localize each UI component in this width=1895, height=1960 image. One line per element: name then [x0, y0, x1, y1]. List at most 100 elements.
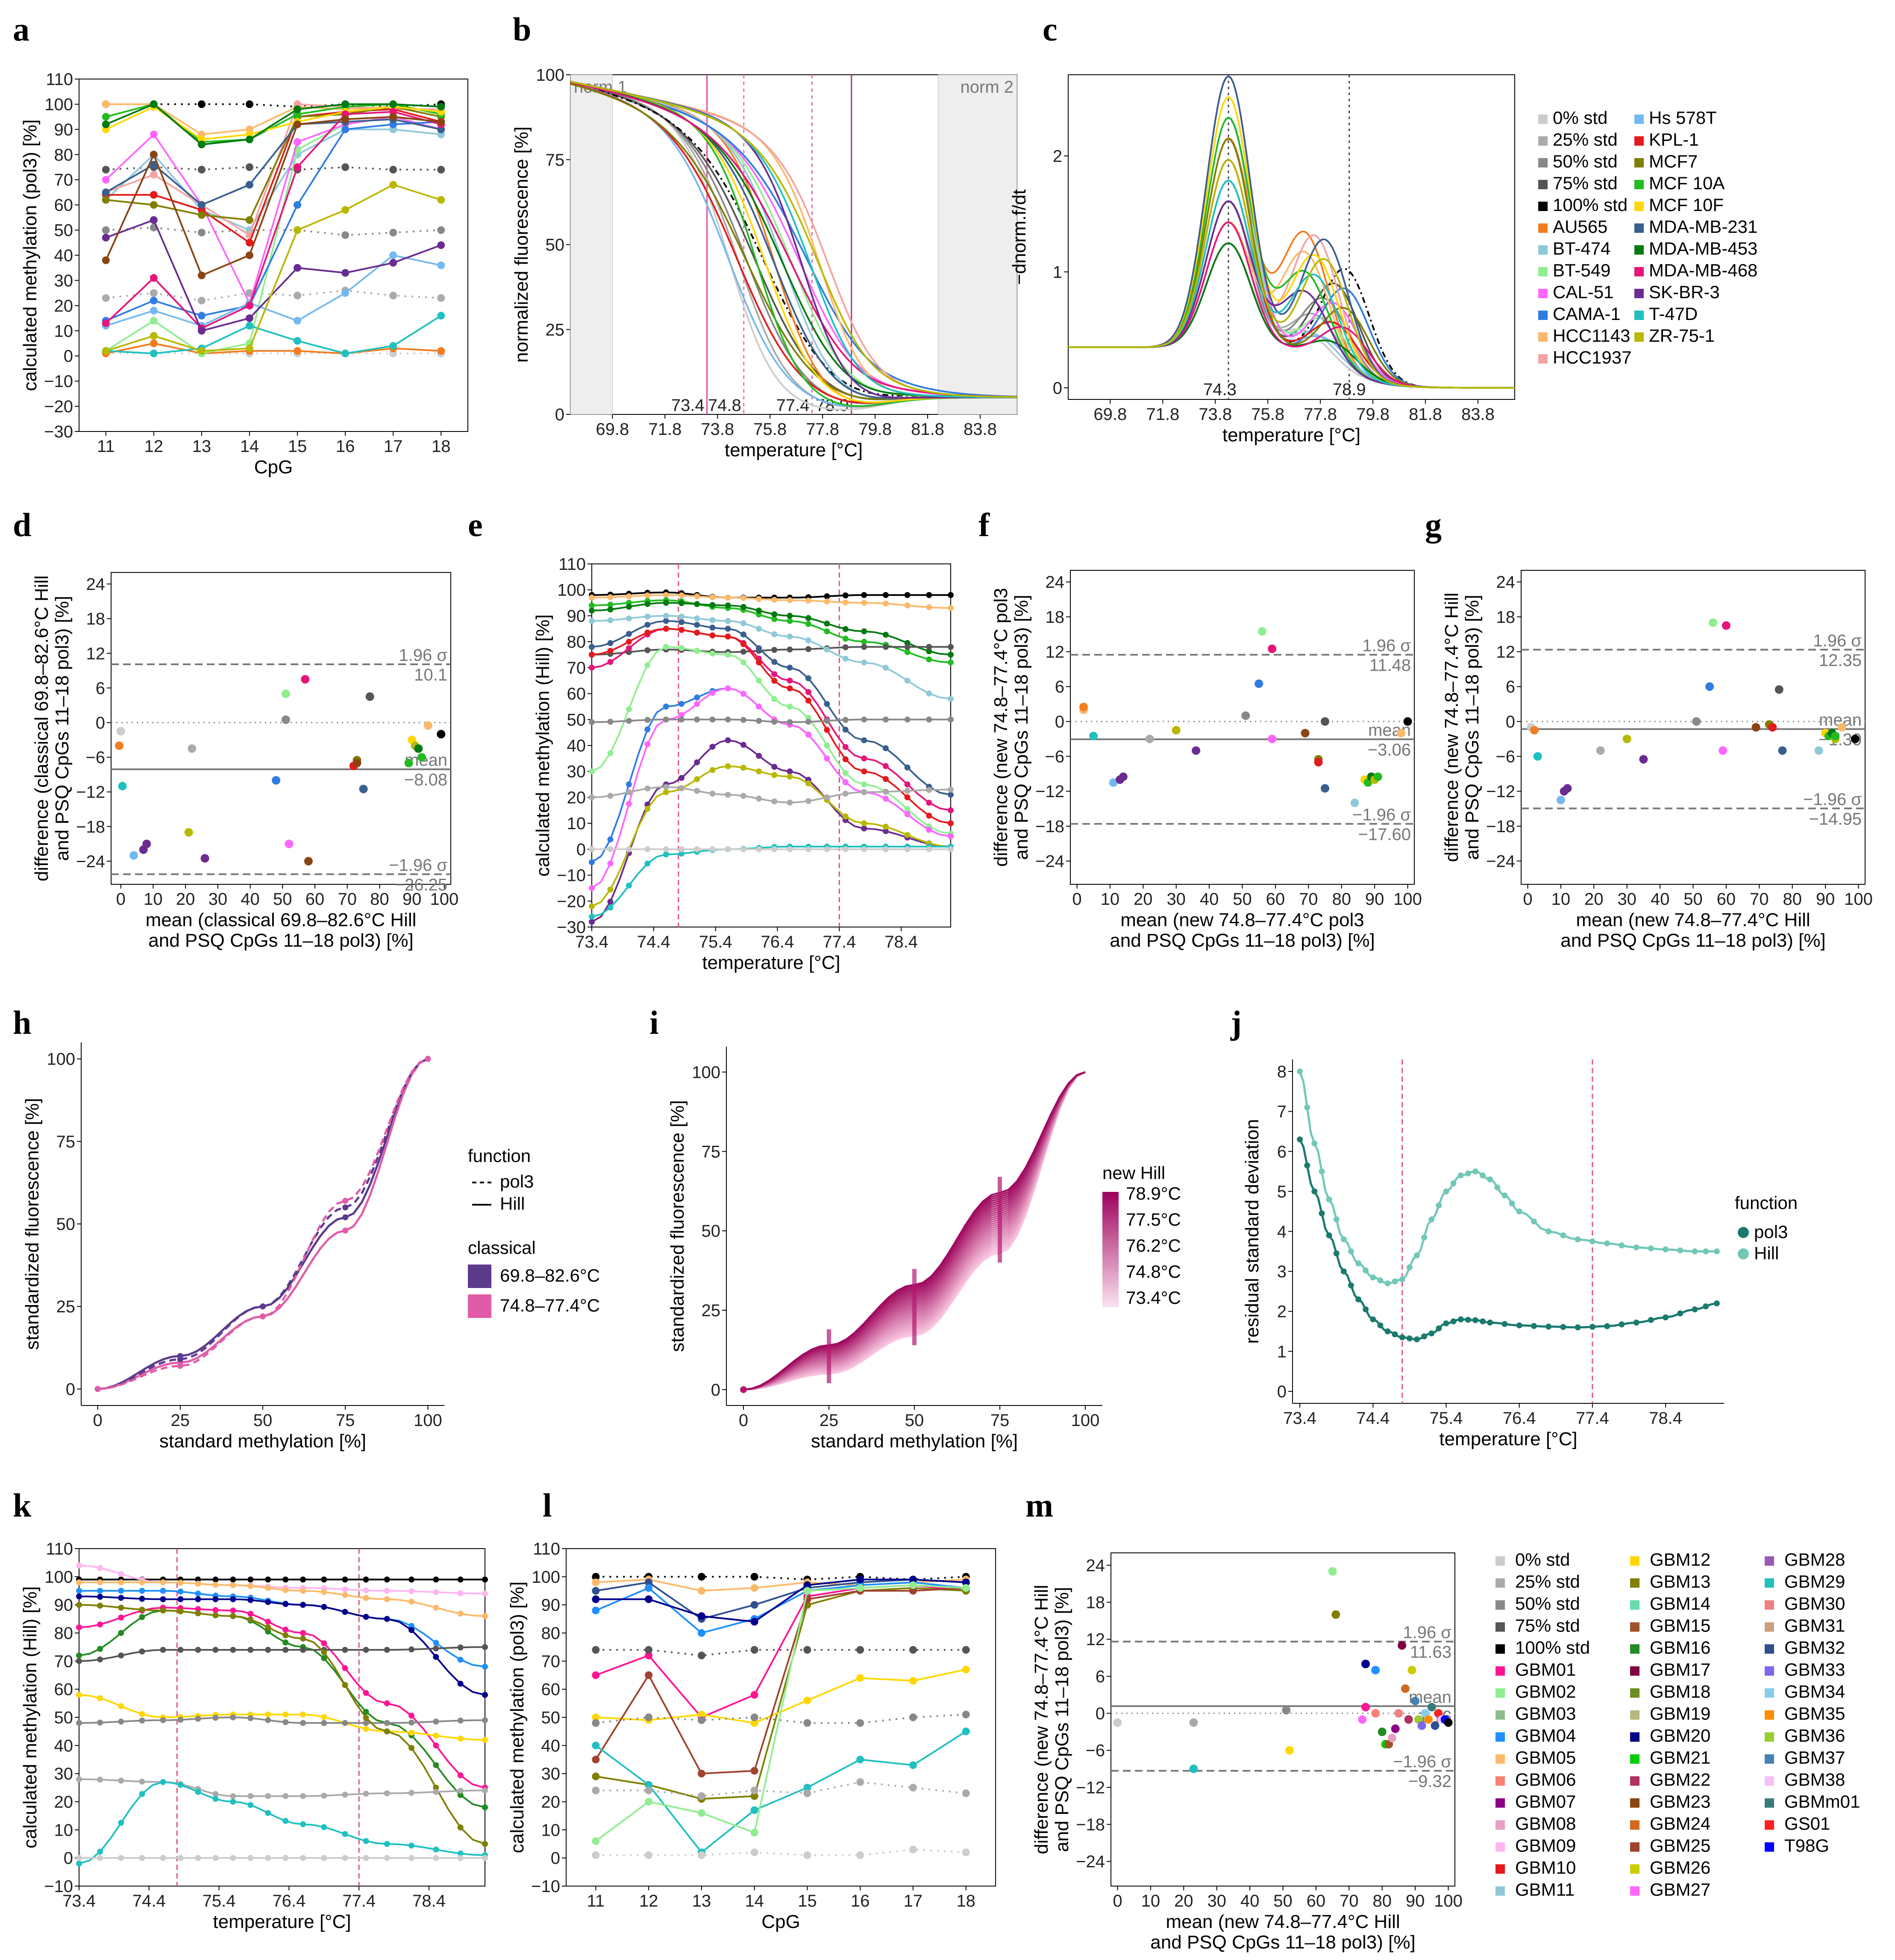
legend-swatch: [1765, 1754, 1774, 1764]
point-CAL-51: [926, 827, 932, 833]
difference-point: [1556, 795, 1565, 804]
y-tick-label: 100: [692, 1063, 720, 1082]
series-BT-474: [105, 128, 441, 231]
point-ZR-75-1: [197, 347, 206, 355]
legend-label-GBM25: GBM25: [1650, 1836, 1710, 1856]
point-GBM01: [97, 1621, 103, 1628]
point-50% std: [644, 717, 651, 723]
y-tick-label: 20: [54, 296, 73, 315]
point-25% std: [76, 1776, 82, 1782]
point-MCF 10A: [948, 659, 954, 666]
x-tick-label: 69.8: [1093, 405, 1127, 424]
point-MCF 10A: [904, 649, 911, 655]
point-GBM23: [97, 1602, 103, 1609]
legend-label-HCC1937: HCC1937: [1553, 347, 1631, 367]
x-tick-label: 75: [990, 1411, 1010, 1430]
point-GBM04: [645, 1584, 653, 1592]
point-50% std: [805, 719, 811, 725]
point-75% std: [282, 1647, 289, 1653]
point-KPL-1: [644, 629, 651, 636]
legend-swatch: [1495, 1732, 1505, 1742]
y-tick-label: −24: [1076, 1852, 1105, 1871]
point-MCF 10A: [824, 628, 830, 634]
point-50% std: [197, 229, 206, 237]
legend-swatch: [1765, 1666, 1774, 1676]
point-0% std: [842, 846, 849, 852]
point-Hill: [1633, 1244, 1639, 1250]
point-0% std: [408, 1855, 415, 1861]
point-GBM09: [457, 1590, 464, 1596]
point-pol3: [1319, 1210, 1325, 1217]
point-MDA-MB-453: [102, 120, 110, 129]
point-pol3: [1348, 1282, 1354, 1288]
legend-label-GBM29: GBM29: [1784, 1572, 1845, 1592]
point-75% std: [177, 1647, 184, 1653]
point-GBM04: [457, 1657, 464, 1663]
point-100% std: [482, 1576, 488, 1583]
point-BT-474: [607, 617, 614, 623]
point-0% std: [589, 846, 595, 852]
legend-label-GBM36: GBM36: [1784, 1725, 1845, 1746]
point-ZR-75-1: [694, 776, 700, 782]
point-MDA-MB-468: [882, 763, 889, 769]
point-25% std: [856, 1778, 864, 1786]
difference-point: [1397, 729, 1406, 738]
x-axis-label: temperature [°C]: [702, 952, 840, 973]
point-GBM01: [212, 1607, 219, 1613]
point-75% std: [592, 1646, 600, 1654]
difference-point: [285, 839, 294, 848]
point-GBM20: [750, 1618, 758, 1626]
y-tick-label: 0: [96, 713, 105, 732]
x-tick-label: 71.8: [648, 420, 682, 439]
point-0% std: [607, 846, 614, 852]
point-MDA-MB-453: [709, 602, 716, 608]
legend-swatch: [1630, 1644, 1639, 1654]
point-75% std: [384, 1647, 390, 1653]
point-50% std: [882, 716, 889, 723]
point-50% std: [195, 1716, 201, 1722]
legend-label-GBM05: GBM05: [1515, 1748, 1576, 1768]
point-GBM12: [457, 1735, 464, 1742]
point-GBM02: [697, 1809, 705, 1817]
point-GBM01: [645, 1652, 653, 1660]
point-25% std: [342, 1792, 348, 1798]
point-GBM12: [592, 1714, 600, 1721]
y-axis-label: difference (classical 69.8–82.6°C Hill: [31, 575, 52, 881]
y-axis-label: calculated methylation (pol3) [%]: [20, 120, 41, 391]
point-50% std: [694, 716, 700, 723]
point-75% std: [389, 166, 397, 174]
legend-label-CAL-51: CAL-51: [1553, 282, 1613, 302]
point-25% std: [457, 1788, 464, 1794]
y-tick-label: 110: [533, 1540, 560, 1558]
point-GBM29: [230, 1799, 236, 1805]
point-25% std: [321, 1793, 327, 1799]
point-GBM25: [909, 1587, 917, 1595]
x-tick-label: 30: [1207, 1892, 1226, 1910]
point-MDA-MB-231: [824, 701, 830, 707]
x-tick-label: 70: [1750, 890, 1769, 909]
point-MDA-MB-453: [948, 651, 954, 658]
point-KPL-1: [787, 685, 793, 692]
y-tick-label: 6: [96, 679, 105, 698]
y-tick-label: 2: [1053, 147, 1062, 166]
point-75% std: [195, 1647, 201, 1653]
point-GBM23: [321, 1649, 327, 1655]
point-100% std: [882, 592, 889, 598]
difference-point: [1109, 778, 1118, 787]
point-GBM16: [265, 1628, 271, 1635]
y-tick-label: 6: [1277, 1142, 1287, 1161]
legend-swatch: [1765, 1578, 1774, 1588]
point-75% std: [803, 1646, 811, 1654]
legend-swatch: [1538, 158, 1548, 167]
difference-point: [142, 839, 151, 848]
point-GBM02: [592, 1837, 600, 1845]
difference-point: [1705, 682, 1714, 691]
difference-point: [1089, 731, 1098, 740]
point-50% std: [589, 719, 595, 725]
legend-swatch: [1634, 202, 1644, 211]
point-50% std: [679, 716, 685, 723]
panel-label-d: d: [13, 506, 31, 543]
legend-swatch: [1765, 1600, 1774, 1610]
plot-area: [591, 563, 951, 927]
x-tick-label: 81.8: [911, 420, 944, 439]
